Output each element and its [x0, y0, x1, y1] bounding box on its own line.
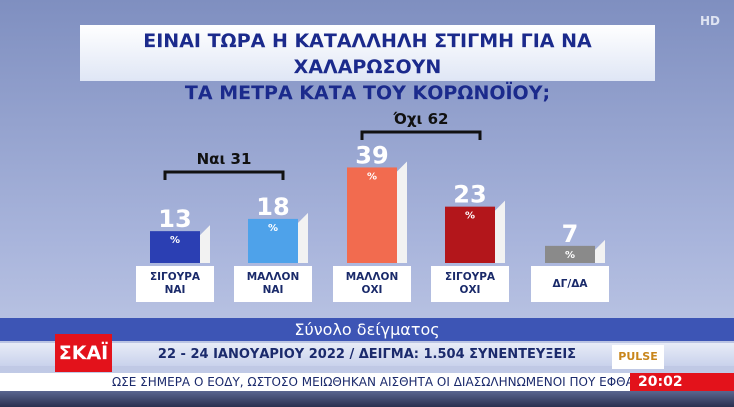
value-label: 39 [355, 141, 388, 169]
value-label: 18 [256, 193, 289, 221]
bar-side [200, 225, 210, 263]
value-unit: % [268, 223, 278, 234]
news-ticker: ΩΣΕ ΣΗΜΕΡΑ Ο ΕΟΔΥ, ΩΣΤΟΣΟ ΜΕΙΩΘΗΚΑΝ ΑΙΣΘ… [0, 373, 640, 391]
pollster-logo: PULSE [612, 345, 664, 369]
bar [248, 218, 298, 263]
value-unit: % [565, 250, 575, 261]
info-bar: 22 - 24 ΙΑΝΟΥΑΡΙΟΥ 2022 / ΔΕΙΓΜΑ: 1.504 … [0, 343, 734, 366]
value-label: 23 [453, 181, 486, 209]
bottom-band [0, 391, 734, 407]
x-tick-label: ΜΑΛΛΟΝ ΟΧΙ [333, 266, 411, 302]
group-label: Όχι 62 [393, 110, 449, 128]
group-bracket [163, 170, 285, 180]
bar [150, 231, 200, 263]
value-unit: % [367, 171, 377, 182]
bar [545, 245, 595, 263]
bar [347, 167, 397, 263]
value-label: 7 [562, 220, 579, 248]
x-tick-label: ΣΙΓΟΥΡΑ ΝΑΙ [136, 266, 214, 302]
bar-side [397, 161, 407, 263]
chart-title: ΕΙΝΑΙ ΤΩΡΑ Η ΚΑΤΑΛΛΗΛΗ ΣΤΙΓΜΗ ΓΙΑ ΝΑ ΧΑΛ… [80, 25, 655, 104]
group-label: Ναι 31 [197, 150, 252, 168]
group-bracket [360, 130, 482, 140]
bar [445, 206, 495, 263]
bar-side [595, 239, 605, 263]
x-tick-label: ΔΓ/ΔΑ [531, 266, 609, 302]
value-unit: % [465, 211, 475, 222]
hd-badge: HD [700, 14, 721, 28]
bar-side [495, 200, 505, 263]
sample-bar: Σύνολο δείγματος [0, 318, 734, 341]
x-tick-label: ΜΑΛΛΟΝ ΝΑΙ [234, 266, 312, 302]
clock: 20:02 [630, 373, 734, 391]
bar-side [298, 212, 308, 263]
value-label: 13 [158, 205, 191, 233]
channel-logo: ΣΚΑΪ [55, 334, 112, 372]
x-tick-label: ΣΙΓΟΥΡΑ ΟΧΙ [431, 266, 509, 302]
title-line: ΕΙΝΑΙ ΤΩΡΑ Η ΚΑΤΑΛΛΗΛΗ ΣΤΙΓΜΗ ΓΙΑ ΝΑ ΧΑΛ… [143, 30, 592, 78]
title-line: ΤΑ ΜΕΤΡΑ ΚΑΤΑ ΤΟΥ ΚΟΡΩΝΟΪΟΥ; [184, 82, 551, 104]
value-unit: % [170, 235, 180, 246]
